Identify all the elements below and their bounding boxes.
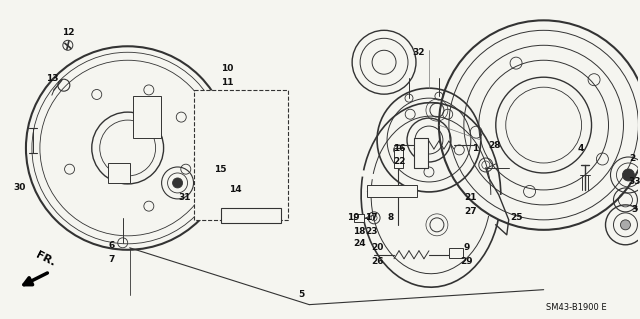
Text: FR.: FR. [35, 249, 58, 268]
Circle shape [620, 220, 630, 230]
Text: 19: 19 [347, 213, 360, 222]
Text: 20: 20 [371, 243, 383, 252]
Bar [367, 185, 417, 197]
Text: 33: 33 [628, 177, 640, 186]
Text: 5: 5 [298, 290, 305, 299]
Circle shape [623, 169, 634, 181]
Text: 22: 22 [393, 158, 405, 167]
Text: 16: 16 [393, 144, 405, 152]
Text: 13: 13 [45, 74, 58, 83]
Text: 7: 7 [109, 255, 115, 264]
Text: 24: 24 [353, 239, 365, 248]
Text: 6: 6 [109, 241, 115, 250]
Bar [108, 163, 130, 183]
Text: 32: 32 [413, 48, 425, 57]
Bar [221, 208, 282, 223]
Bar [394, 148, 403, 168]
Text: 21: 21 [465, 193, 477, 203]
Bar [449, 248, 463, 258]
Text: 25: 25 [511, 213, 523, 222]
Text: 9: 9 [463, 243, 470, 252]
Text: 23: 23 [365, 227, 378, 236]
Text: 30: 30 [14, 183, 26, 192]
Text: 29: 29 [461, 257, 473, 266]
Text: 14: 14 [229, 185, 242, 194]
Text: 27: 27 [465, 207, 477, 216]
Text: 31: 31 [179, 193, 191, 203]
Text: 3: 3 [631, 205, 637, 214]
Text: 4: 4 [577, 144, 584, 152]
Text: 12: 12 [61, 28, 74, 37]
Bar [354, 214, 364, 222]
Text: 15: 15 [214, 166, 227, 174]
Text: 18: 18 [353, 227, 365, 236]
Text: SM43-B1900 E: SM43-B1900 E [547, 303, 607, 312]
Circle shape [173, 178, 182, 188]
Text: 10: 10 [221, 64, 234, 73]
Text: 8: 8 [388, 213, 394, 222]
Bar [193, 90, 288, 220]
Text: 2: 2 [629, 153, 636, 162]
Bar [414, 138, 428, 168]
Text: 17: 17 [365, 213, 378, 222]
Text: 11: 11 [221, 78, 234, 87]
Circle shape [214, 151, 223, 159]
Text: 1: 1 [472, 144, 478, 152]
Bar [132, 96, 161, 138]
Text: 26: 26 [371, 257, 383, 266]
Text: 28: 28 [488, 141, 501, 150]
